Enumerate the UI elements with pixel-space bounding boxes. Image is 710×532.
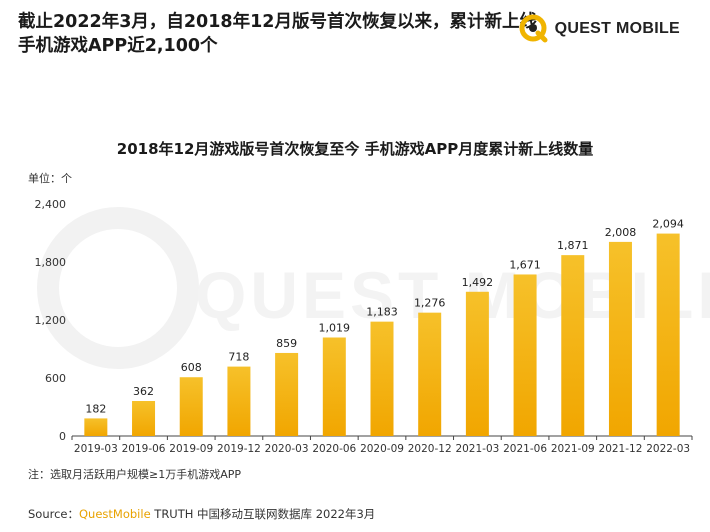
data-label: 1,671 <box>509 258 541 271</box>
bar <box>513 274 537 436</box>
unit-label: 单位：个 <box>28 172 72 185</box>
x-tick-label: 2021-12 <box>599 443 643 455</box>
data-label: 1,183 <box>366 306 398 319</box>
data-label: 2,008 <box>605 226 637 239</box>
data-label: 1,276 <box>414 297 446 310</box>
data-label: 1,019 <box>319 321 351 334</box>
logo-icon <box>519 14 548 43</box>
x-tick-label: 2020-06 <box>312 443 356 455</box>
data-label: 718 <box>228 351 249 364</box>
x-tick-label: 2019-06 <box>122 443 166 455</box>
bar <box>322 337 346 436</box>
x-tick-label: 2021-06 <box>503 443 547 455</box>
data-label: 1,871 <box>557 239 589 252</box>
bar <box>608 241 632 436</box>
bar <box>179 377 203 436</box>
x-tick-label: 2019-03 <box>74 443 118 455</box>
x-tick-label: 2020-12 <box>408 443 452 455</box>
chart-title: 2018年12月游戏版号首次恢复至今 手机游戏APP月度累计新上线数量 <box>116 140 594 158</box>
x-tick-label: 2021-03 <box>455 443 499 455</box>
x-tick-label: 2020-03 <box>265 443 309 455</box>
y-tick-label: 600 <box>45 372 66 385</box>
x-tick-label: 2020-09 <box>360 443 404 455</box>
watermark-text: QUEST MOBILE <box>195 258 710 332</box>
footnote: 注：选取月活跃用户规模≥1万手机游戏APP <box>28 468 242 481</box>
source-prefix: Source： <box>28 507 79 521</box>
x-tick-label: 2022-03 <box>646 443 690 455</box>
bar <box>275 352 299 436</box>
questmobile-logo: QUEST MOBILE <box>519 14 680 44</box>
bar <box>656 233 680 436</box>
logo-text: QUEST MOBILE <box>554 20 680 37</box>
data-label: 1,492 <box>462 276 494 289</box>
data-label: 362 <box>133 385 154 398</box>
bar <box>132 401 156 436</box>
source-brand: QuestMobile <box>79 507 151 521</box>
bar <box>418 312 442 436</box>
bar <box>227 366 251 436</box>
bar <box>84 418 108 436</box>
y-tick-label: 2,400 <box>35 198 67 211</box>
y-tick-label: 1,200 <box>35 314 67 327</box>
data-label: 859 <box>276 337 297 350</box>
x-tick-label: 2019-09 <box>169 443 213 455</box>
source-line: Source：QuestMobile TRUTH 中国移动互联网数据库 2022… <box>28 506 375 522</box>
bar <box>465 291 489 436</box>
headline: 截止2022年3月，自2018年12月版号首次恢复以来，累计新上线手机游戏APP… <box>18 12 537 56</box>
bar <box>370 321 394 436</box>
y-tick-label: 0 <box>59 430 66 443</box>
data-label: 182 <box>85 402 106 415</box>
bar <box>561 255 585 436</box>
y-tick-label: 1,800 <box>35 256 67 269</box>
data-label: 608 <box>181 361 202 374</box>
x-tick-label: 2019-12 <box>217 443 261 455</box>
x-tick-label: 2021-09 <box>551 443 595 455</box>
source-rest: TRUTH 中国移动互联网数据库 2022年3月 <box>150 507 376 521</box>
data-label: 2,094 <box>652 218 684 231</box>
